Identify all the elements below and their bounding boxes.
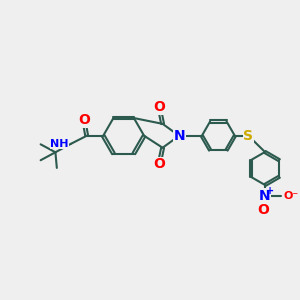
Text: S: S [244,129,254,143]
Text: O: O [153,100,165,114]
Text: O: O [257,203,268,217]
Text: N: N [173,129,185,143]
Text: N: N [259,189,271,203]
Text: O⁻: O⁻ [284,191,299,201]
Text: O: O [78,113,90,127]
Text: NH: NH [50,139,69,149]
Text: +: + [266,186,274,196]
Text: O: O [153,157,165,171]
